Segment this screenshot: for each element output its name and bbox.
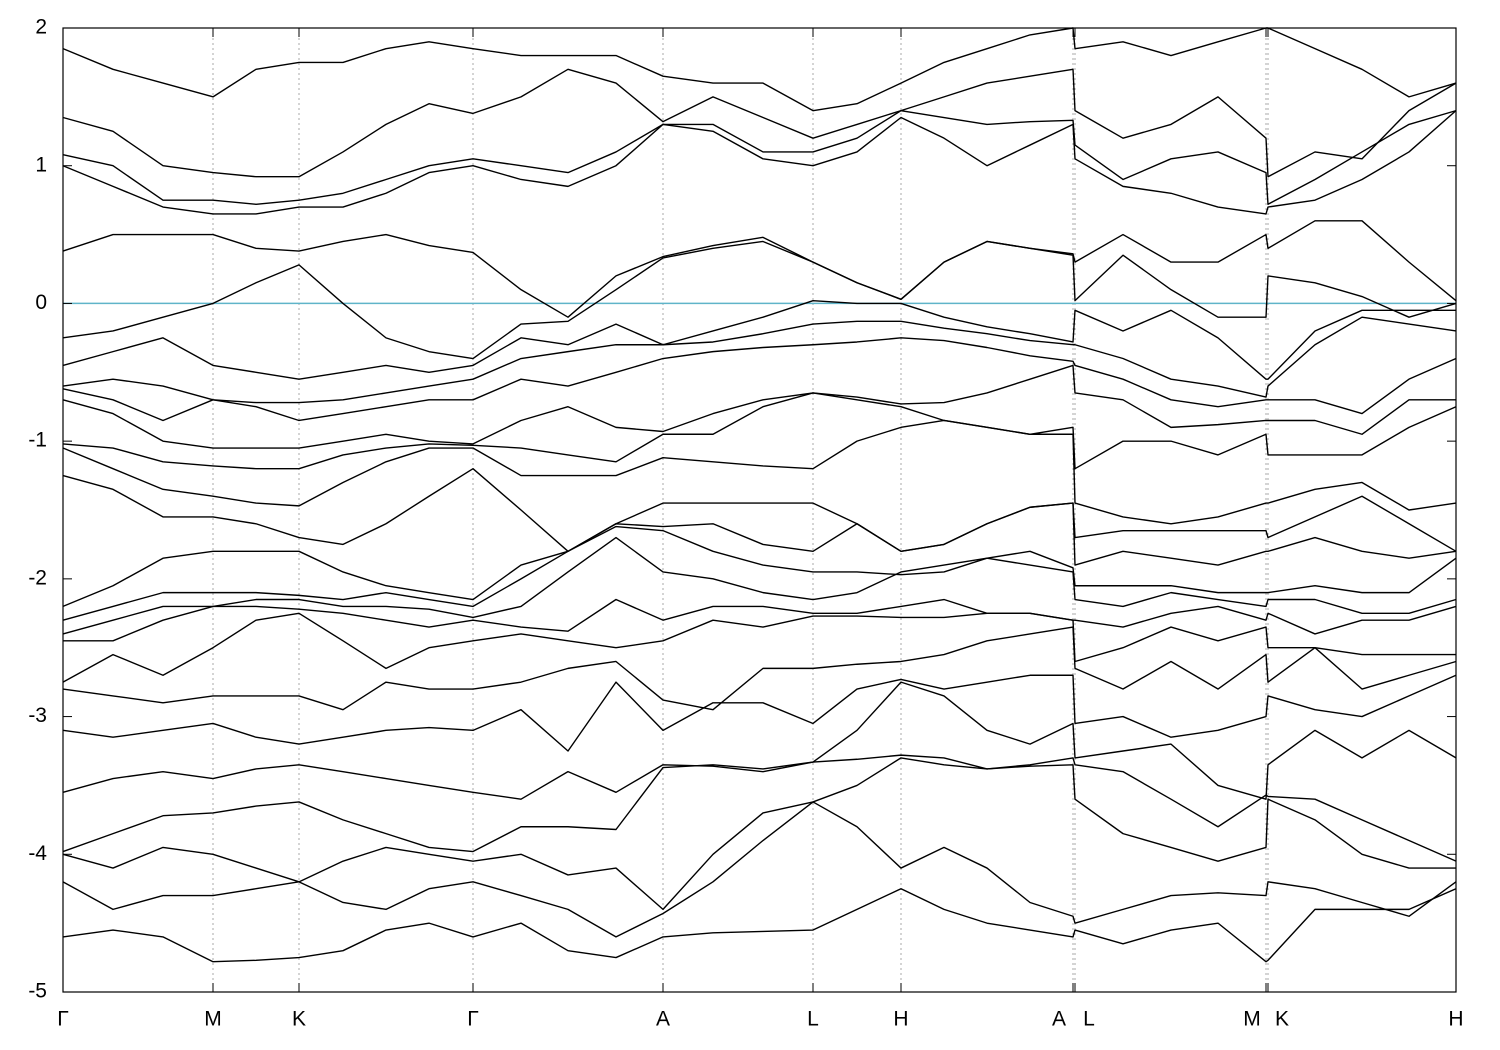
band-line (62, 110, 1457, 215)
band-line (62, 536, 1457, 635)
band-line (62, 364, 1456, 449)
y-tick-label: -3 (28, 704, 47, 727)
x-tick-label: Γ (57, 1008, 69, 1031)
band-line (62, 68, 1457, 178)
band-line (62, 337, 1457, 422)
band-line (62, 299, 1456, 380)
band-line (62, 681, 1457, 800)
band-line (62, 316, 1457, 404)
band-line (62, 502, 1457, 608)
y-tick-label: -4 (28, 842, 47, 865)
x-tick-label: H (893, 1008, 908, 1031)
band-line (62, 801, 1457, 938)
x-tick-label: A (1052, 1008, 1066, 1031)
x-tick-label: L (807, 1008, 819, 1031)
y-tick-label: -2 (28, 566, 47, 589)
x-tick-label: K (292, 1008, 306, 1031)
x-tick-label: H (1448, 1008, 1463, 1031)
y-tick-label: 0 (35, 291, 47, 314)
x-tick-label: M (204, 1008, 222, 1031)
x-tick-label: A (656, 1008, 670, 1031)
band-line (62, 888, 1457, 963)
x-tick-label: M (1243, 1008, 1261, 1031)
plot-frame (62, 27, 1457, 993)
x-tick-label: L (1083, 1008, 1095, 1031)
band-line (62, 674, 1457, 752)
y-tick-label: 2 (35, 16, 47, 39)
band-line (62, 109, 1457, 205)
band-line (62, 626, 1457, 711)
y-tick-label: -1 (28, 429, 47, 452)
band-line (62, 220, 1457, 318)
band-line (62, 392, 1457, 470)
x-tick-label: K (1275, 1008, 1289, 1031)
band-line (62, 612, 1456, 683)
band-line (62, 419, 1457, 525)
y-tick-label: 1 (35, 153, 47, 176)
band-line (62, 467, 1457, 553)
band-line (62, 240, 1457, 360)
band-line (62, 525, 1457, 621)
band-line (62, 757, 1456, 911)
band-line (63, 598, 1457, 642)
band-line (62, 27, 1457, 112)
y-tick-label: -5 (28, 980, 47, 1003)
x-tick-label: Γ (467, 1008, 479, 1031)
